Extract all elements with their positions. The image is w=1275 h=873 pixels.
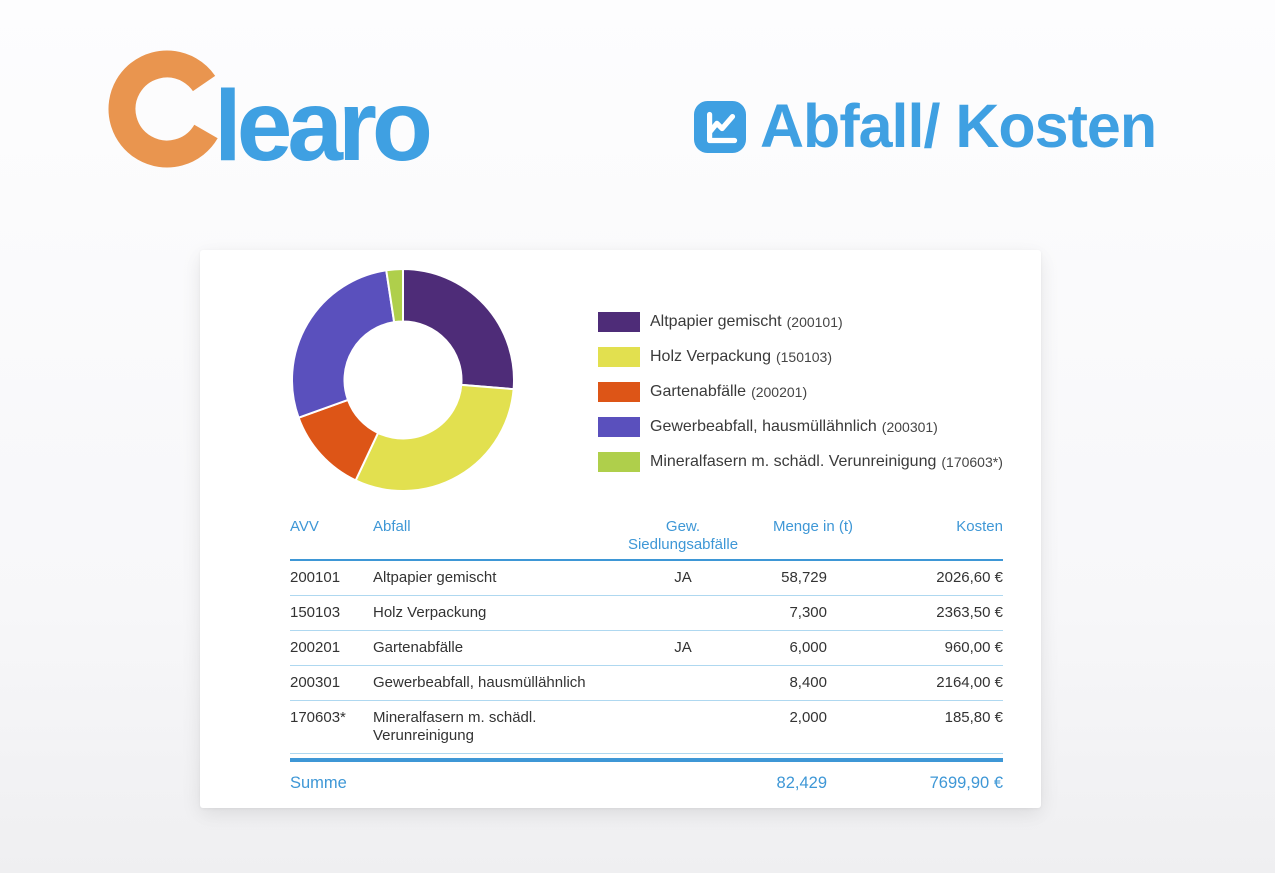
logo-c-icon [108,50,226,168]
col-header-abfall: Abfall [373,518,411,535]
table-row: 150103 Holz Verpackung 7,300 2363,50 € [290,596,1003,631]
legend-swatch-icon [598,346,640,367]
legend-swatch-icon [598,311,640,332]
cell-gew [618,666,748,700]
table-header-row: AVV Abfall Gew. Siedlungsabfälle Menge i… [290,518,1003,561]
legend-label: Mineralfasern m. schädl. Verunreinigung [650,452,937,470]
waste-cost-table: AVV Abfall Gew. Siedlungsabfälle Menge i… [290,518,1003,800]
cell-kosten: 2026,60 € [936,569,1003,586]
cell-menge: 8,400 [789,674,827,691]
summary-spacer [373,762,618,800]
table-row: 200101 Altpapier gemischt JA 58,729 2026… [290,561,1003,596]
cell-avv: 200101 [290,569,341,586]
col-header-menge: Menge in (t) [772,518,853,535]
summary-menge: 82,429 [776,774,827,792]
table-row: 200301 Gewerbeabfall, hausmüllähnlich 8,… [290,666,1003,701]
chart-legend: Altpapier gemischt (200101) Holz Verpack… [598,304,1003,479]
legend-label: Altpapier gemischt [650,312,782,330]
page-title-block: Abfall/ Kosten [694,92,1157,160]
legend-item-garten[interactable]: Gartenabfälle (200201) [598,374,1003,409]
col-header-gew-siedlungsabfaelle: Gew. Siedlungsabfälle [627,518,739,553]
legend-item-altpapier[interactable]: Altpapier gemischt (200101) [598,304,1003,339]
cell-gew: JA [674,569,692,586]
cell-abfall: Holz Verpackung [373,604,487,621]
cell-kosten: 960,00 € [944,639,1003,656]
cell-gew: JA [674,639,692,656]
legend-label: Gewerbeabfall, hausmüllähnlich [650,417,877,435]
legend-code: (200201) [751,383,808,400]
cell-gew [618,701,748,753]
summary-label: Summe [290,774,347,792]
donut-segment[interactable] [402,267,515,391]
cell-kosten: 185,80 € [944,709,1003,726]
col-header-kosten: Kosten [956,518,1003,535]
donut-segment[interactable] [354,383,515,492]
clearo-logo: learo [106,48,433,176]
logo-wordmark: learo [214,70,433,182]
donut-segment[interactable] [385,267,404,324]
cell-menge: 7,300 [789,604,827,621]
summary-spacer [618,762,748,800]
cell-avv: 150103 [290,604,341,621]
legend-item-holz[interactable]: Holz Verpackung (150103) [598,339,1003,374]
cell-menge: 58,729 [781,569,827,586]
legend-item-gewerbe[interactable]: Gewerbeabfall, hausmüllähnlich (200301) [598,409,1003,444]
table-row: 170603* Mineralfasern m. schädl. Verunre… [290,701,1003,754]
donut-segment[interactable] [291,269,396,419]
cell-menge: 6,000 [789,639,827,656]
legend-swatch-icon [598,416,640,437]
legend-code: (200301) [881,418,938,435]
cell-gew [618,596,748,630]
cell-abfall: Gewerbeabfall, hausmüllähnlich [373,674,586,691]
cell-kosten: 2164,00 € [936,674,1003,691]
cell-menge: 2,000 [789,709,827,726]
cell-kosten: 2363,50 € [936,604,1003,621]
legend-swatch-icon [598,381,640,402]
legend-code: (170603*) [941,453,1003,470]
chart-line-icon [694,100,746,153]
cell-avv: 170603* [290,709,346,726]
page-title: Abfall/ Kosten [760,92,1157,160]
cell-abfall: Mineralfasern m. schädl. Verunreinigung [373,709,537,744]
cell-abfall: Gartenabfälle [373,639,464,656]
legend-swatch-icon [598,451,640,472]
legend-code: (200101) [786,313,843,330]
table-row: 200201 Gartenabfälle JA 6,000 960,00 € [290,631,1003,666]
summary-divider [290,758,1003,762]
legend-label: Holz Verpackung [650,347,771,365]
legend-label: Gartenabfälle [650,382,747,400]
donut-chart[interactable] [290,267,516,493]
summary-row: Summe 82,429 7699,90 € [290,762,1003,800]
legend-code: (150103) [775,348,833,365]
legend-item-mineralfasern[interactable]: Mineralfasern m. schädl. Verunreinigung … [598,444,1003,479]
col-header-avv: AVV [290,518,319,535]
cell-avv: 200301 [290,674,341,691]
report-card: Altpapier gemischt (200101) Holz Verpack… [200,250,1041,808]
cell-avv: 200201 [290,639,341,656]
cell-abfall: Altpapier gemischt [373,569,497,586]
summary-kosten: 7699,90 € [929,774,1003,792]
